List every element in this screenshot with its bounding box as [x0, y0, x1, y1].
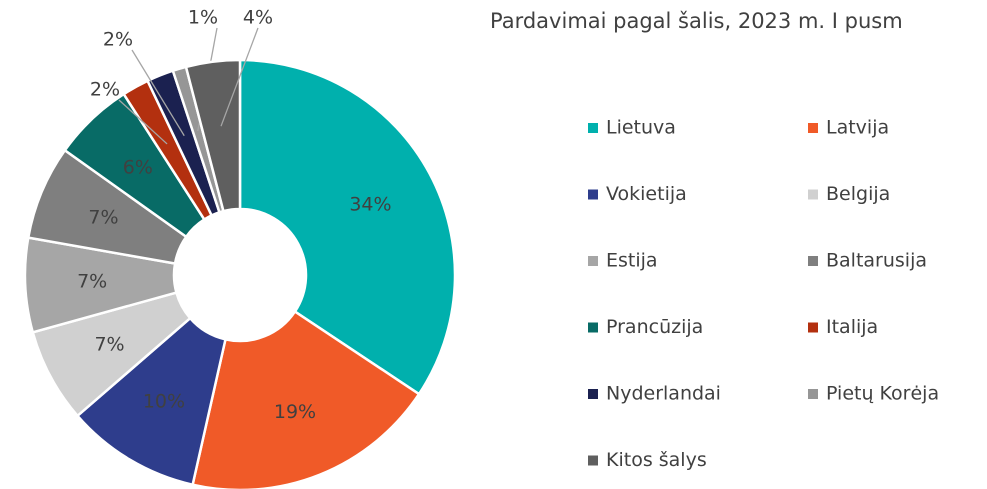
legend-swatch [808, 322, 818, 333]
legend-label: Vokietija [606, 183, 687, 205]
data-label: 10% [143, 390, 185, 412]
legend-label: Nyderlandai [606, 383, 721, 405]
legend-swatch [808, 123, 818, 133]
data-label: 19% [274, 401, 316, 423]
legend-label: Italija [826, 316, 878, 338]
legend-label: Estija [606, 250, 658, 272]
legend-swatch [808, 389, 818, 399]
legend-swatch [808, 256, 818, 266]
data-label: 4% [243, 7, 273, 29]
leader-line [220, 27, 259, 127]
legend-swatch [588, 123, 598, 133]
data-label: 2% [103, 29, 133, 51]
data-label: 6% [123, 156, 153, 178]
data-label: 34% [349, 194, 391, 216]
data-label: 7% [94, 333, 124, 355]
data-label: 7% [88, 206, 118, 228]
legend-label: Lietuva [606, 117, 676, 139]
legend-swatch [588, 389, 598, 399]
legend-label: Baltarusija [826, 250, 927, 272]
leader-line [131, 49, 185, 137]
data-label: 1% [188, 7, 218, 29]
pie-slice [238, 58, 457, 396]
chart-title: Pardavimai pagal šalis, 2023 m. I pusm [490, 9, 903, 33]
pie-slice [184, 58, 242, 213]
pie-slice [75, 316, 227, 487]
legend-label: Prancūzija [606, 316, 703, 338]
pie-slice [191, 309, 421, 489]
data-label: 2% [90, 79, 120, 101]
legend-swatch [588, 189, 598, 200]
legend-swatch [808, 189, 818, 200]
data-label: 7% [77, 271, 107, 293]
legend-label: Kitos šalys [606, 449, 707, 471]
legend-label: Latvija [826, 117, 889, 139]
legend-label: Pietų Korėja [826, 383, 939, 405]
leader-line [118, 99, 168, 145]
legend-swatch [588, 322, 598, 333]
legend-label: Belgija [826, 183, 890, 205]
legend-swatch [588, 256, 598, 266]
legend-swatch [588, 455, 598, 466]
